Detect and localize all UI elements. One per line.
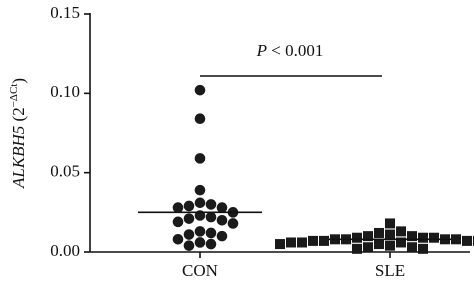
data-point xyxy=(216,230,228,242)
y-axis-label: ALKBH5 (2−ΔCt) xyxy=(8,78,28,189)
data-point xyxy=(429,232,439,243)
data-point xyxy=(385,240,395,251)
data-point xyxy=(205,238,217,250)
data-point xyxy=(183,200,195,212)
data-point xyxy=(194,84,206,96)
data-point xyxy=(374,227,384,238)
data-point xyxy=(385,218,395,229)
data-point xyxy=(194,226,206,237)
y-tick-label: 0.10 xyxy=(50,82,80,101)
data-point xyxy=(183,240,195,251)
data-point xyxy=(462,235,472,246)
data-point xyxy=(216,214,228,226)
data-point xyxy=(205,227,217,239)
y-tick-label: 0.00 xyxy=(50,241,80,260)
data-point xyxy=(205,199,217,210)
data-point xyxy=(275,239,285,250)
y-tick-label: 0.05 xyxy=(50,162,80,181)
data-point xyxy=(352,243,362,254)
data-point xyxy=(319,235,329,246)
data-point xyxy=(374,239,384,250)
y-label-exponent: −ΔCt xyxy=(8,84,20,108)
data-point xyxy=(227,218,239,229)
data-point xyxy=(385,229,395,240)
data-point xyxy=(183,229,195,240)
y-label-base: (2 xyxy=(9,107,28,125)
annotation: P < 0.001 xyxy=(256,41,324,60)
data-point xyxy=(172,202,184,213)
data-point xyxy=(418,243,428,254)
data-point xyxy=(194,153,206,164)
data-point xyxy=(396,237,406,248)
y-tick-label: 0.15 xyxy=(50,3,80,22)
data-point xyxy=(308,235,318,246)
data-point xyxy=(216,202,228,213)
data-point xyxy=(451,234,461,245)
data-point xyxy=(183,213,195,224)
data-point xyxy=(194,237,206,248)
data-point xyxy=(172,234,184,245)
y-label-close: ) xyxy=(9,78,28,84)
data-point xyxy=(286,237,296,248)
x-tick-label: CON xyxy=(182,261,218,280)
data-point xyxy=(205,211,217,223)
data-point xyxy=(396,226,406,237)
data-point xyxy=(418,232,428,243)
data-point xyxy=(194,197,206,209)
data-point xyxy=(352,232,362,243)
data-point xyxy=(407,242,417,253)
annotation-p: P xyxy=(256,41,267,60)
data-point xyxy=(407,231,417,242)
annotation-rest: < 0.001 xyxy=(267,41,323,60)
data-point xyxy=(363,231,373,242)
data-point xyxy=(194,113,206,125)
data-point xyxy=(172,216,184,228)
data-point xyxy=(363,242,373,253)
y-label-gene: ALKBH5 xyxy=(9,126,28,189)
x-tick-label: SLE xyxy=(375,261,405,280)
data-point xyxy=(297,237,307,248)
data-point xyxy=(194,184,206,196)
